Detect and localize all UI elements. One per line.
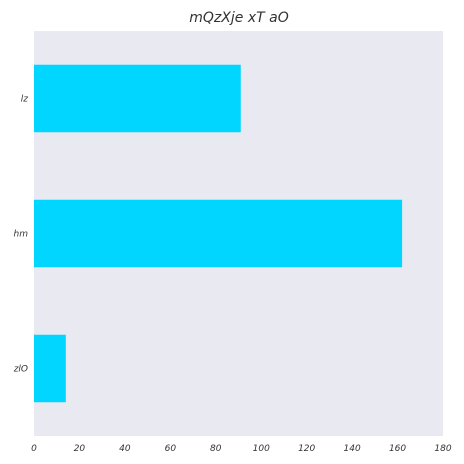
bar-hm [34, 199, 403, 268]
x-tick-label: 120 [298, 444, 315, 454]
y-tick-label: hm [14, 230, 29, 240]
x-tick-label: 60 [165, 444, 177, 454]
x-tick-label: 0 [31, 444, 37, 454]
y-tick-label: lz [21, 95, 29, 105]
y-axis: lz hm zlO [13, 95, 29, 375]
x-tick-label: 20 [74, 444, 86, 454]
y-tick-label: zlO [13, 365, 28, 375]
bars-group [34, 64, 403, 403]
bar-zlO [34, 334, 66, 403]
x-tick-label: 140 [344, 444, 361, 454]
x-tick-label: 40 [119, 444, 131, 454]
x-axis: 0 20 40 60 80 100 120 140 160 180 [31, 444, 452, 454]
x-tick-label: 180 [434, 444, 451, 454]
bar-lz [34, 64, 241, 133]
x-tick-label: 80 [210, 444, 222, 454]
chart-title: mQzXje xT aO [189, 10, 288, 26]
x-tick-label: 100 [253, 444, 270, 454]
x-tick-label: 160 [389, 444, 406, 454]
